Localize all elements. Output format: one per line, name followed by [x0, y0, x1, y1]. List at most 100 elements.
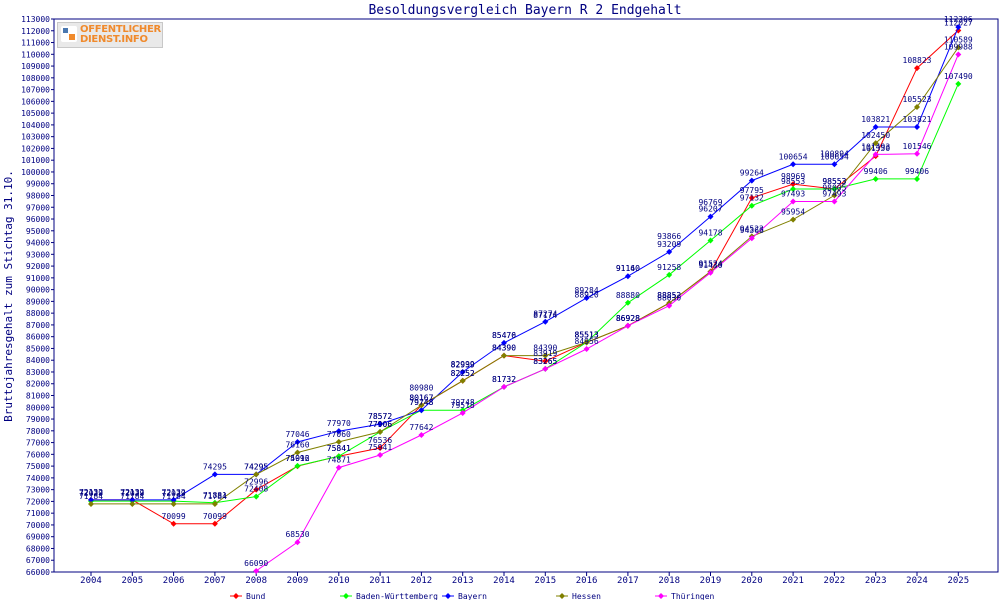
- data-label-bund: 88852: [657, 291, 681, 300]
- y-tick-label: 68000: [26, 544, 50, 553]
- x-tick-label: 2008: [245, 576, 267, 586]
- data-label-th-ringen: 97493: [781, 189, 805, 198]
- data-point-hessen: [459, 377, 466, 384]
- y-tick-label: 113000: [21, 15, 50, 24]
- data-label-hessen: 88852: [657, 291, 681, 300]
- data-point-bayern: [129, 496, 136, 503]
- data-label-hessen: 102450: [861, 131, 890, 140]
- data-label-hessen: 77060: [327, 430, 351, 439]
- data-label-baden-w-rttemberg: 72029: [120, 489, 144, 498]
- data-label-bayern: 100654: [779, 152, 808, 161]
- data-label-bund: 112027: [944, 18, 973, 27]
- legend-item-baden-w-rttemberg: Baden-Württemberg: [340, 592, 438, 600]
- data-label-baden-w-rttemberg: 99406: [905, 167, 929, 176]
- data-point-hessen: [170, 500, 177, 507]
- data-label-baden-w-rttemberg: 91258: [657, 263, 681, 272]
- y-tick-label: 108000: [21, 74, 50, 83]
- series-baden-w-rttemberg: [88, 80, 962, 506]
- data-point-bayern: [955, 24, 962, 31]
- x-tick-label: 2020: [741, 576, 763, 586]
- y-tick-label: 82000: [26, 380, 50, 389]
- data-point-bund: [790, 181, 797, 188]
- data-point-bayern: [748, 177, 755, 184]
- legend-swatch-marker: [343, 593, 349, 599]
- x-tick-label: 2025: [947, 576, 969, 586]
- data-point-th-ringen: [583, 345, 590, 352]
- y-tick-label: 106000: [21, 97, 50, 106]
- data-label-bayern: 74295: [203, 462, 227, 471]
- data-label-hessen: 110589: [944, 35, 973, 44]
- data-label-hessen: 80167: [409, 393, 433, 402]
- data-point-baden-w-rttemberg: [790, 185, 797, 192]
- legend-item-hessen: Hessen: [556, 592, 601, 600]
- data-label-bund: 82252: [451, 369, 475, 378]
- data-label-bayern: 103821: [861, 115, 890, 124]
- legend-swatch-marker: [658, 593, 664, 599]
- data-point-bayern: [872, 123, 879, 130]
- data-label-baden-w-rttemberg: 85513: [575, 330, 599, 339]
- x-tick-label: 2014: [493, 576, 515, 586]
- data-label-bayern: 93209: [657, 240, 681, 249]
- data-point-bund: [377, 445, 384, 452]
- data-point-th-ringen: [666, 302, 673, 309]
- data-point-baden-w-rttemberg: [748, 202, 755, 209]
- y-tick-label: 104000: [21, 121, 50, 130]
- y-tick-label: 88000: [26, 309, 50, 318]
- y-tick-label: 72000: [26, 497, 50, 506]
- y-tick-label: 103000: [21, 133, 50, 142]
- data-point-bayern: [790, 161, 797, 168]
- data-label-hessen: 71784: [162, 492, 186, 501]
- data-point-baden-w-rttemberg: [914, 175, 920, 182]
- x-tick-label: 2013: [452, 576, 474, 586]
- data-label-bund: 70099: [162, 512, 186, 521]
- data-point-th-ringen: [294, 539, 301, 546]
- annotation-label: 100894: [820, 149, 849, 158]
- data-label-bayern: 103821: [903, 115, 932, 124]
- data-point-hessen: [583, 339, 590, 346]
- data-label-th-ringen: 83265: [533, 357, 557, 366]
- data-label-bund: 80167: [409, 393, 433, 402]
- series-line-bayern: [91, 27, 959, 501]
- data-point-baden-w-rttemberg: [335, 453, 342, 460]
- data-point-th-ringen: [914, 150, 920, 157]
- data-label-bayern: 112306: [944, 15, 973, 24]
- data-point-bayern: [831, 161, 838, 168]
- annotation-label: 93866: [657, 232, 681, 241]
- data-label-hessen: 86928: [616, 314, 640, 323]
- data-label-th-ringen: 84956: [575, 337, 599, 346]
- data-label-baden-w-rttemberg: 94178: [698, 228, 722, 237]
- data-label-bayern: 74295: [244, 462, 268, 471]
- data-point-bayern: [542, 318, 549, 325]
- data-point-hessen: [872, 140, 879, 147]
- publisher-logo-icon: [61, 26, 77, 42]
- data-label-baden-w-rttemberg: 88880: [616, 291, 640, 300]
- data-label-th-ringen: 77642: [409, 423, 433, 432]
- y-tick-label: 67000: [26, 556, 50, 565]
- series-layer: [88, 24, 962, 574]
- data-label-bund: 72132: [79, 488, 103, 497]
- data-label-bund: 91524: [698, 260, 722, 269]
- data-point-hessen: [542, 352, 549, 359]
- y-tick-label: 94000: [26, 239, 50, 248]
- publisher-logo: OFFENTLICHER DIENST.INFO: [57, 22, 163, 48]
- data-label-baden-w-rttemberg: 72029: [79, 489, 103, 498]
- y-tick-label: 76000: [26, 450, 50, 459]
- annotation-label: 85476: [492, 331, 516, 340]
- data-point-bayern: [335, 428, 342, 435]
- data-point-bund: [170, 520, 177, 527]
- x-axis-ticks: 2004 2005 2006 2007 2008 2009 2010 2011 2012 2013…: [80, 572, 969, 586]
- series-bund: [88, 27, 962, 527]
- data-label-hessen: 82252: [451, 369, 475, 378]
- y-tick-label: 87000: [26, 321, 50, 330]
- data-label-th-ringen: 74871: [327, 456, 351, 465]
- data-label-bund: 108823: [903, 56, 932, 65]
- data-point-th-ringen: [790, 198, 797, 205]
- data-point-hessen: [253, 471, 260, 478]
- data-point-bayern: [377, 421, 384, 428]
- data-label-bund: 97795: [740, 186, 764, 195]
- series-line-bund: [91, 30, 959, 525]
- data-point-hessen: [418, 402, 425, 409]
- x-tick-label: 2021: [782, 576, 804, 586]
- data-point-th-ringen: [335, 464, 342, 471]
